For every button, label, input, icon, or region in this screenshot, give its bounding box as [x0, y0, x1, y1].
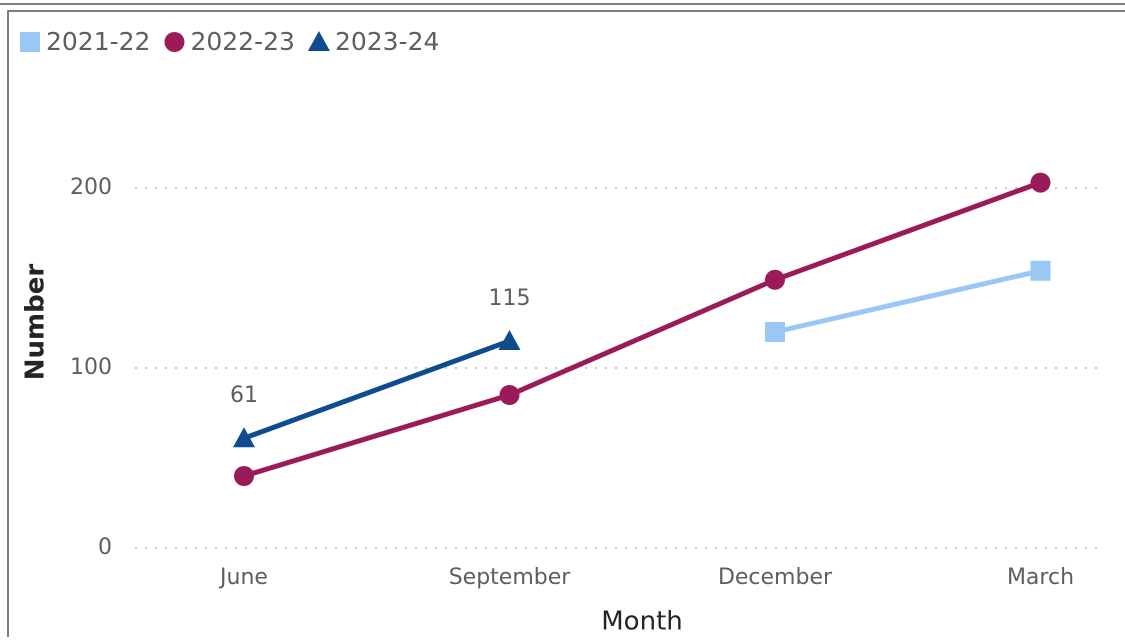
data-label: 115	[489, 286, 531, 311]
data-point	[1030, 172, 1051, 193]
y-axis-title: Number	[21, 264, 51, 381]
legend-marker	[164, 32, 185, 52]
y-tick-label: 0	[98, 535, 112, 560]
legend-marker	[20, 32, 40, 52]
legend-label: 2022-23	[190, 27, 294, 56]
x-axis-title: Month	[601, 607, 683, 637]
legend-label: 2021-22	[46, 27, 150, 56]
data-label: 61	[230, 383, 258, 408]
data-point	[765, 322, 785, 342]
x-tick-label: March	[1007, 565, 1074, 590]
data-point	[765, 269, 785, 290]
data-point	[498, 330, 521, 350]
y-tick-label: 100	[70, 355, 112, 380]
series-line	[243, 338, 511, 441]
data-point	[499, 385, 520, 405]
data-point	[1030, 260, 1051, 281]
legend-marker	[307, 31, 330, 51]
legend-label: 2023-24	[335, 27, 439, 56]
series-line	[243, 180, 1042, 479]
x-tick-label: September	[449, 565, 572, 590]
chart-frame	[7, 10, 1125, 641]
series-line	[774, 268, 1042, 335]
x-tick-label: December	[718, 565, 833, 590]
y-tick-label: 200	[70, 175, 112, 200]
data-point	[233, 427, 255, 448]
data-point	[234, 466, 254, 486]
x-tick-label: June	[218, 565, 268, 590]
